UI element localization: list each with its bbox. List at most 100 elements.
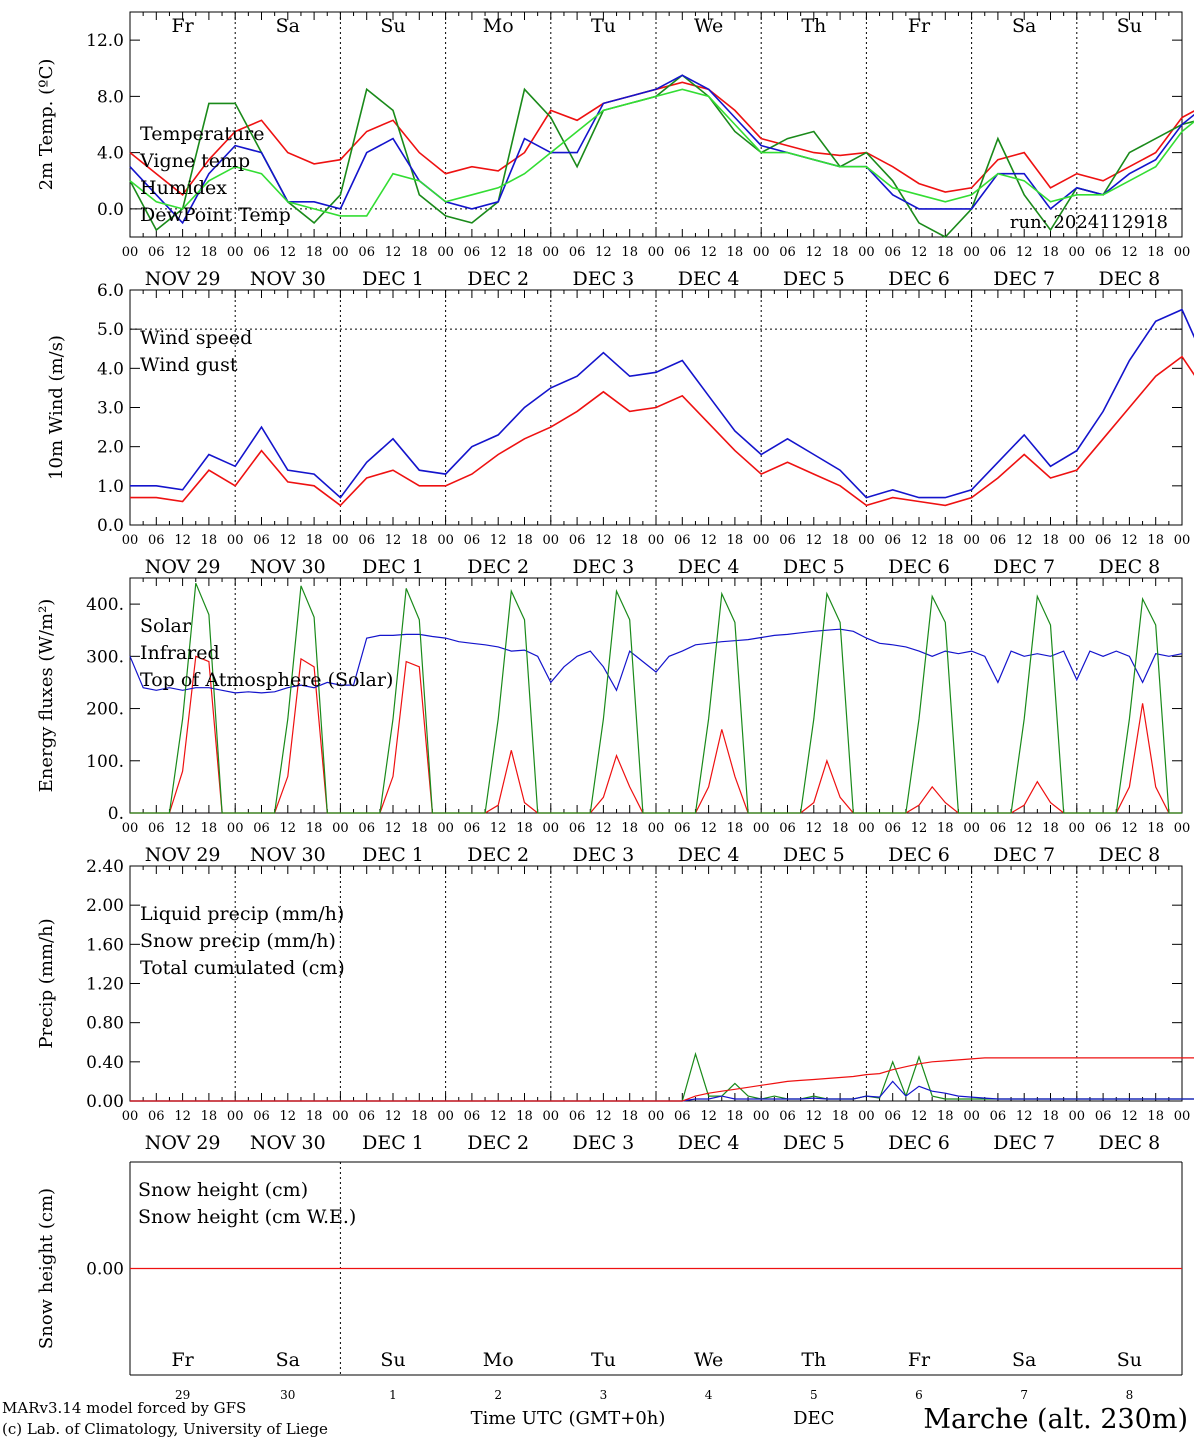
day-of-week-label: Mo [483, 1349, 514, 1371]
day-of-week-label: We [694, 1349, 723, 1371]
date-label: DEC 3 [573, 268, 635, 290]
day-of-week-label: Th [801, 15, 826, 37]
y-tick-label: 4.0 [97, 144, 124, 164]
hour-label: 00 [1174, 1109, 1191, 1124]
date-label: DEC 6 [888, 556, 950, 578]
hour-label: 00 [437, 533, 454, 548]
hour-label: 00 [858, 821, 875, 836]
hour-label: 18 [306, 821, 323, 836]
hour-label: 12 [1016, 533, 1033, 548]
hour-label: 00 [332, 245, 349, 260]
hour-label: 00 [963, 533, 980, 548]
hour-label: 18 [621, 533, 638, 548]
hour-label: 12 [806, 821, 823, 836]
hour-label: 18 [832, 533, 849, 548]
y-tick-label: 0. [108, 804, 124, 824]
hour-label: 18 [306, 245, 323, 260]
hour-label: 18 [1147, 821, 1164, 836]
date-label: DEC 2 [467, 268, 529, 290]
y-tick-label: 0.00 [86, 1260, 124, 1280]
day-of-week-label: Su [380, 1349, 405, 1371]
credit-line: (c) Lab. of Climatology, University of L… [2, 1420, 328, 1438]
date-label: DEC 1 [362, 844, 424, 866]
series-line [129, 88, 1194, 217]
hour-label: 18 [201, 533, 218, 548]
date-label: NOV 29 [145, 844, 221, 866]
date-label: DEC 6 [888, 268, 950, 290]
date-label: DEC 4 [678, 268, 740, 290]
date-label: DEC 4 [678, 1132, 740, 1154]
hour-label: 00 [1174, 245, 1191, 260]
hour-label: 00 [753, 245, 770, 260]
series-line [130, 308, 1194, 499]
hour-label: 12 [1016, 1109, 1033, 1124]
hour-label: 06 [253, 245, 270, 260]
hour-label: 00 [648, 245, 665, 260]
date-label: DEC 8 [1099, 1132, 1161, 1154]
hour-label: 06 [779, 245, 796, 260]
hour-label: 18 [1147, 1109, 1164, 1124]
hour-label: 12 [911, 1109, 928, 1124]
legend-entry: Wind gust [140, 354, 238, 376]
y-tick-label: 8.0 [97, 87, 124, 107]
hour-label: 06 [674, 533, 691, 548]
hour-label: 18 [516, 245, 533, 260]
legend-entry: Snow height (cm W.E.) [138, 1206, 356, 1228]
hour-label: 06 [358, 1109, 375, 1124]
legend-entry: Liquid precip (mm/h) [140, 903, 344, 925]
hour-label: 00 [543, 245, 560, 260]
date-label: DEC 2 [467, 556, 529, 578]
hour-label: 12 [1121, 533, 1138, 548]
date-label: NOV 30 [250, 1132, 326, 1154]
hour-label: 18 [1147, 533, 1164, 548]
hour-label: 18 [516, 821, 533, 836]
hour-label: 12 [280, 821, 297, 836]
hour-label: 06 [464, 1109, 481, 1124]
hour-label: 06 [464, 245, 481, 260]
hour-label: 12 [280, 533, 297, 548]
date-label: DEC 5 [783, 1132, 845, 1154]
day-number-label: 7 [1020, 1388, 1028, 1402]
hour-label: 12 [911, 533, 928, 548]
hour-label: 06 [1095, 821, 1112, 836]
hour-label: 18 [201, 245, 218, 260]
hour-label: 00 [648, 533, 665, 548]
date-label: DEC 7 [993, 844, 1055, 866]
hour-label: 12 [174, 1109, 191, 1124]
hour-label: 00 [648, 821, 665, 836]
credit-line: MARv3.14 model forced by GFS [2, 1399, 246, 1417]
hour-label: 18 [832, 821, 849, 836]
hour-label: 18 [411, 533, 428, 548]
hour-label: 18 [1147, 245, 1164, 260]
hour-label: 00 [122, 1109, 139, 1124]
hour-label: 18 [201, 821, 218, 836]
hour-label: 06 [884, 245, 901, 260]
hour-label: 18 [1042, 1109, 1059, 1124]
y-tick-label: 3.0 [97, 399, 124, 419]
hour-label: 06 [569, 821, 586, 836]
hour-label: 00 [332, 1109, 349, 1124]
hour-label: 06 [253, 1109, 270, 1124]
y-tick-label: 200. [86, 700, 124, 720]
y-tick-label: 2.0 [97, 438, 124, 458]
legend-entry: DewPoint Temp [140, 204, 291, 226]
y-tick-label: 5.0 [97, 320, 124, 340]
day-of-week-label: Su [1117, 15, 1142, 37]
legend-entry: Wind speed [140, 327, 252, 349]
hour-label: 18 [937, 1109, 954, 1124]
date-label: NOV 29 [145, 268, 221, 290]
y-axis-label: 2m Temp. (ºC) [36, 59, 57, 191]
day-number-label: 1 [389, 1388, 397, 1402]
hour-label: 12 [700, 821, 717, 836]
hour-label: 00 [648, 1109, 665, 1124]
date-label: DEC 3 [573, 556, 635, 578]
hour-label: 12 [1121, 821, 1138, 836]
hour-label: 06 [358, 821, 375, 836]
date-label: DEC 1 [362, 556, 424, 578]
legend-entry: Total cumulated (cm) [140, 957, 345, 979]
date-label: NOV 30 [250, 844, 326, 866]
hour-label: 12 [700, 1109, 717, 1124]
day-of-week-label: Tu [591, 15, 616, 37]
hour-label: 18 [727, 821, 744, 836]
hour-label: 06 [779, 1109, 796, 1124]
